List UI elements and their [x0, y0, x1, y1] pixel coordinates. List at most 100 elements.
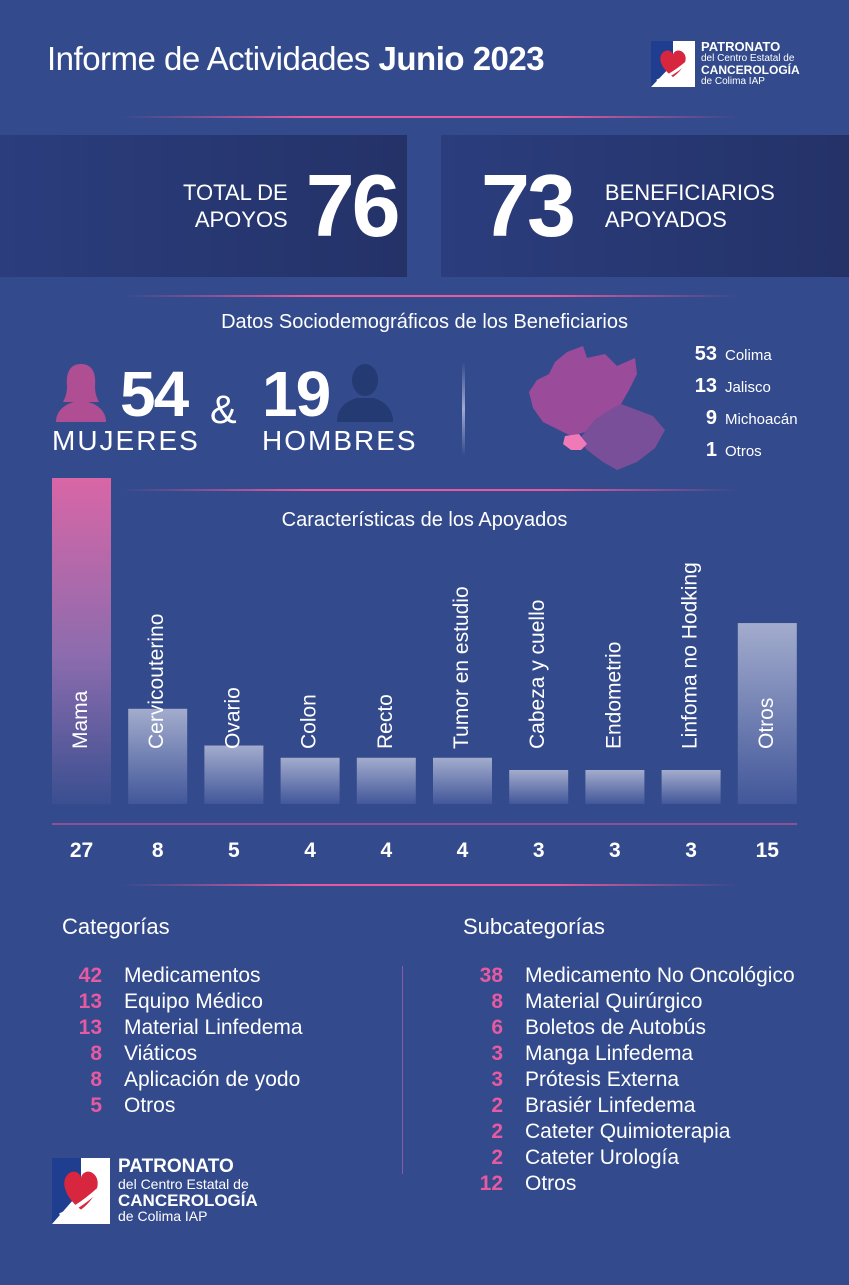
bar-label: Mama: [69, 690, 92, 749]
map-icon: [525, 344, 675, 478]
divider-2: [120, 295, 740, 297]
item-label: Brasiér Linfedema: [525, 1094, 696, 1117]
item-count: 12: [479, 1172, 503, 1195]
bar-cervicouterino: [128, 708, 188, 804]
item-label: Otros: [525, 1172, 577, 1195]
item-label: Cateter Quimioterapia: [525, 1120, 731, 1143]
beneficiarios-label-1: BENEFICIARIOS: [604, 180, 775, 205]
mujeres-label: MUJERES: [52, 425, 200, 456]
categorias-title: Categorías: [62, 914, 170, 939]
subcategoria-row: 6 Boletos de Autobús: [463, 1015, 795, 1041]
state-list: 53 Colima 13 Jalisco 9 Michoacán 1 Otros: [693, 343, 798, 471]
divider-3: [120, 489, 740, 491]
bar-label: Endometrio: [602, 642, 625, 749]
subcategoria-row: 38 Medicamento No Oncológico: [463, 963, 795, 989]
item-count: 8: [491, 990, 503, 1013]
total-apoyos-box: TOTAL DE APOYOS 76: [0, 135, 407, 277]
values-group: 27 8 5 4 4 4 3 3 3 15: [70, 839, 779, 862]
bar-recto: [356, 757, 416, 804]
beneficiarios-value: 73: [481, 156, 576, 255]
heart-logo-icon: [651, 40, 695, 87]
chart-title: Características de los Apoyados: [281, 509, 568, 531]
bar-value: 4: [380, 839, 392, 862]
item-count: 3: [491, 1042, 503, 1065]
title-light: Informe de Actividades: [47, 40, 370, 77]
subcategoria-row: 12 Otros: [463, 1171, 795, 1197]
state-row: 9 Michoacán: [705, 407, 798, 429]
item-label: Manga Linfedema: [525, 1042, 694, 1065]
man-icon: [335, 360, 395, 426]
ampersand: &: [210, 388, 237, 432]
item-label: Material Quirúrgico: [525, 990, 703, 1013]
bar-colon: [280, 757, 340, 804]
subcategoria-row: 2 Cateter Quimioterapia: [463, 1119, 795, 1145]
bar-label: Tumor en estudio: [450, 586, 473, 749]
heart-logo-icon: [52, 1157, 110, 1224]
bar-label: Colon: [298, 694, 321, 749]
logo-top: PATRONATO del Centro Estatal de CANCEROL…: [651, 40, 800, 87]
subcategoria-row: 2 Cateter Urología: [463, 1145, 795, 1171]
item-count: 3: [491, 1068, 503, 1091]
subcategoria-row: 2 Brasiér Linfedema: [463, 1093, 795, 1119]
item-label: Otros: [124, 1094, 176, 1117]
bars-group: Mama Cervicouterino Ovario Colon Recto Tumor …: [52, 478, 797, 804]
list-separator: [402, 966, 403, 1174]
item-label: Material Linfedema: [124, 1016, 303, 1039]
state-row: 13 Jalisco: [694, 375, 771, 397]
beneficiarios-box: 73 BENEFICIARIOS APOYADOS: [441, 135, 849, 277]
bar-value: 27: [70, 839, 93, 862]
bar-linfoma-no-hodking: [661, 770, 721, 804]
subcategoria-row: 8 Material Quirúrgico: [463, 989, 795, 1015]
subcategorias-list: 38 Medicamento No Oncológico 8 Material Qui…: [463, 963, 795, 1197]
item-label: Equipo Médico: [124, 990, 263, 1013]
bar-value: 4: [304, 839, 316, 862]
bar-value: 3: [533, 839, 545, 862]
item-label: Medicamentos: [124, 964, 261, 987]
categoria-row: 5 Otros: [62, 1093, 303, 1119]
item-count: 5: [90, 1094, 102, 1117]
item-count: 2: [491, 1120, 503, 1143]
state-row: 53 Colima: [694, 343, 772, 365]
bar-label: Cervicouterino: [145, 614, 168, 749]
socio-heading: Datos Sociodemográficos de los Beneficia…: [221, 311, 628, 333]
categoria-row: 13 Equipo Médico: [62, 989, 303, 1015]
vertical-separator: [462, 362, 465, 456]
apoyos-label-1: TOTAL DE: [183, 180, 288, 205]
bar-value: 3: [609, 839, 621, 862]
item-label: Medicamento No Oncológico: [525, 964, 795, 987]
bar-value: 3: [685, 839, 697, 862]
item-count: 42: [78, 964, 102, 987]
divider-1: [120, 116, 740, 118]
logo-bottom: PATRONATO del Centro Estatal de CANCEROL…: [52, 1157, 258, 1224]
bar-mama: [52, 478, 111, 804]
bar-cabeza-y-cuello: [509, 770, 569, 804]
item-label: Prótesis Externa: [525, 1068, 680, 1091]
state-row: 1 Otros: [705, 439, 762, 461]
categoria-row: 8 Viáticos: [62, 1041, 303, 1067]
divider-4: [120, 884, 740, 886]
hombres-label: HOMBRES: [262, 425, 418, 456]
subcategoria-row: 3 Manga Linfedema: [463, 1041, 795, 1067]
bar-label: Recto: [374, 694, 397, 749]
item-count: 38: [479, 964, 503, 987]
item-count: 13: [78, 1016, 102, 1039]
bar-label: Otros: [755, 698, 778, 749]
item-label: Boletos de Autobús: [525, 1016, 706, 1039]
bar-ovario: [204, 745, 264, 804]
bar-value: 15: [756, 839, 780, 862]
bar-value: 8: [152, 839, 164, 862]
categorias-list: 42 Medicamentos 13 Equipo Médico 13 Material …: [62, 963, 303, 1119]
bar-endometrio: [585, 770, 645, 804]
bar-value: 5: [228, 839, 240, 862]
woman-icon: [52, 360, 110, 426]
categoria-row: 8 Aplicación de yodo: [62, 1067, 303, 1093]
title-bold: Junio 2023: [378, 40, 545, 77]
apoyos-value: 76: [305, 156, 401, 255]
page-title: Informe de Actividades Junio 2023: [47, 40, 545, 78]
mujeres-value: 54: [120, 358, 189, 430]
item-count: 2: [491, 1146, 503, 1169]
bar-otros: [737, 623, 797, 804]
categoria-row: 13 Material Linfedema: [62, 1015, 303, 1041]
bar-tumor-en-estudio: [433, 757, 492, 804]
item-label: Viáticos: [124, 1042, 198, 1065]
